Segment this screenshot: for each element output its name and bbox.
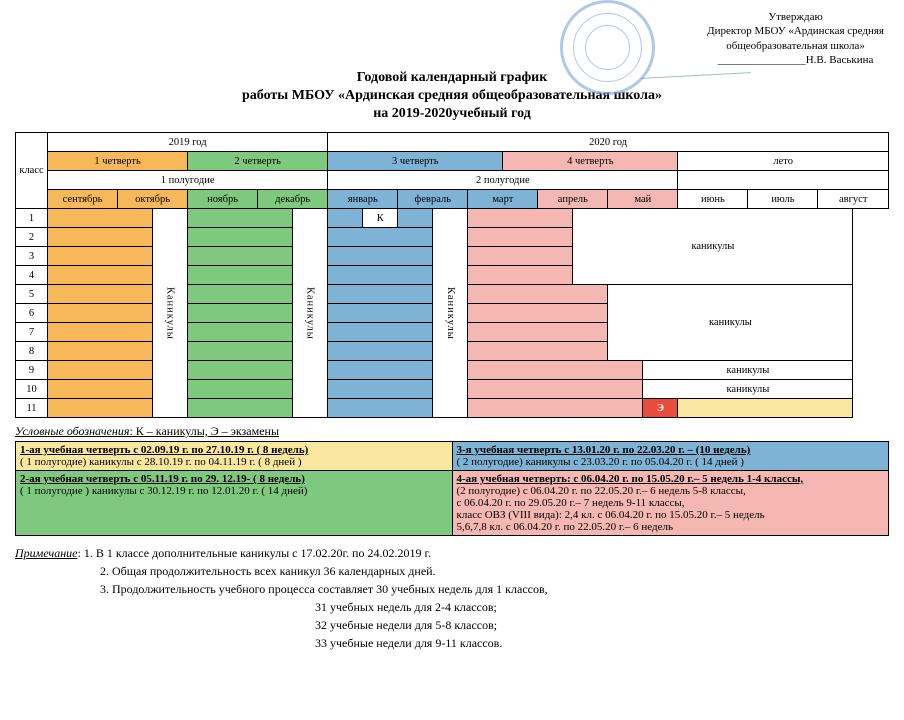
- hdr-q1: 1 четверть: [48, 152, 188, 171]
- hdr-q3: 3 четверть: [328, 152, 503, 171]
- doc-title-1: Годовой календарный график: [15, 70, 889, 86]
- doc-title-2: работы МБОУ «Ардинская средняя общеобраз…: [15, 88, 889, 104]
- hdr-q2: 2 четверть: [188, 152, 328, 171]
- notes-block: Примечание: 1. В 1 классе дополнительные…: [15, 544, 889, 652]
- hdr-year1: 2019 год: [48, 133, 328, 152]
- legend-q4c: с 06.04.20 г. по 29.05.20 г.– 7 недель 9…: [457, 497, 685, 509]
- legend-q4b: (2 полугодие) с 06.04.20 г. по 22.05.20 …: [457, 485, 746, 497]
- k-cell: К: [363, 209, 398, 228]
- note-3: 3. Продолжительность учебного процесса с…: [15, 582, 548, 596]
- month: февраль: [398, 190, 468, 209]
- hdr-sem2: 2 полугодие: [328, 171, 678, 190]
- class-num: 8: [16, 342, 48, 361]
- legend-q1a: 1-ая учебная четверть с 02.09.19 г. по 2…: [20, 444, 308, 456]
- class-num: 9: [16, 361, 48, 380]
- note-2: 2. Общая продолжительность всех каникул …: [15, 564, 436, 578]
- class-num: 10: [16, 380, 48, 399]
- vacation-col: Каникулы: [293, 209, 328, 418]
- vacation-col: Каникулы: [433, 209, 468, 418]
- class-num: 1: [16, 209, 48, 228]
- legend-q1b: ( 1 полугодие) каникулы с 28.10.19 г. по…: [20, 456, 302, 468]
- vacation-col: Каникулы: [153, 209, 188, 418]
- class-row: 1 Каникулы Каникулы К Каникулы каникулы: [16, 209, 889, 228]
- notes-label: Примечание: [15, 546, 78, 560]
- approval-line: ________________Н.В. Васькина: [707, 53, 884, 67]
- month: март: [468, 190, 538, 209]
- calendar-table: класс 2019 год 2020 год 1 четверть 2 чет…: [15, 132, 889, 418]
- exam-cell: Э: [643, 399, 678, 418]
- class-num: 4: [16, 266, 48, 285]
- class-num: 11: [16, 399, 48, 418]
- month: ноябрь: [188, 190, 258, 209]
- approval-line: Директор МБОУ «Ардинская средняя: [707, 24, 884, 38]
- hdr-class: класс: [16, 133, 48, 209]
- legend-q4a: 4-ая учебная четверть: с 06.04.20 г. по …: [457, 473, 804, 485]
- legend-title: Условные обозначения: К – каникулы, Э – …: [15, 424, 889, 439]
- note-3c: 33 учебные недели для 9-11 классов.: [15, 634, 889, 652]
- legend-q3a: 3-я учебная четверть с 13.01.20 г. по 22…: [457, 444, 751, 456]
- approval-block: Утверждаю Директор МБОУ «Ардинская средн…: [707, 10, 884, 67]
- hdr-summer: лето: [678, 152, 889, 171]
- class-num: 5: [16, 285, 48, 304]
- month: апрель: [538, 190, 608, 209]
- legend-q2a: 2-ая учебная четверть с 05.11.19 г. по 2…: [20, 473, 305, 485]
- month: июнь: [678, 190, 748, 209]
- class-num: 2: [16, 228, 48, 247]
- month: май: [608, 190, 678, 209]
- approval-line: общеобразовательная школа»: [707, 39, 884, 53]
- class-num: 6: [16, 304, 48, 323]
- month: июль: [748, 190, 818, 209]
- vacation-cell: каникулы: [608, 285, 853, 361]
- legend-q2b: ( 1 полугодие ) каникулы с 30.12.19 г. п…: [20, 485, 307, 497]
- legend-q4d: класс ОВЗ (VIII вида): 2,4 кл. с 06.04.2…: [457, 509, 765, 521]
- doc-title-3: на 2019-2020учебный год: [15, 106, 889, 122]
- month: октябрь: [118, 190, 188, 209]
- approval-line: Утверждаю: [707, 10, 884, 24]
- hdr-sem1: 1 полугодие: [48, 171, 328, 190]
- note-3b: 32 учебные недели для 5-8 классов;: [15, 616, 889, 634]
- month: август: [818, 190, 889, 209]
- note-1: : 1. В 1 классе дополнительные каникулы …: [78, 546, 432, 560]
- legend-q4e: 5,6,7,8 кл. с 06.04.20 г. по 22.05.20 г.…: [457, 521, 674, 533]
- class-num: 3: [16, 247, 48, 266]
- month: сентябрь: [48, 190, 118, 209]
- vacation-cell: каникулы: [643, 361, 853, 380]
- legend-q3b: ( 2 полугодие) каникулы с 23.03.20 г. по…: [457, 456, 744, 468]
- hdr-q4: 4 четверть: [503, 152, 678, 171]
- hdr-year2: 2020 год: [328, 133, 889, 152]
- note-3a: 31 учебных недель для 2-4 классов;: [15, 598, 889, 616]
- month: январь: [328, 190, 398, 209]
- vacation-cell: каникулы: [643, 380, 853, 399]
- vacation-cell: каникулы: [573, 209, 853, 285]
- month: декабрь: [258, 190, 328, 209]
- class-num: 7: [16, 323, 48, 342]
- hdr-blank: [678, 171, 889, 190]
- legend-table: 1-ая учебная четверть с 02.09.19 г. по 2…: [15, 441, 889, 536]
